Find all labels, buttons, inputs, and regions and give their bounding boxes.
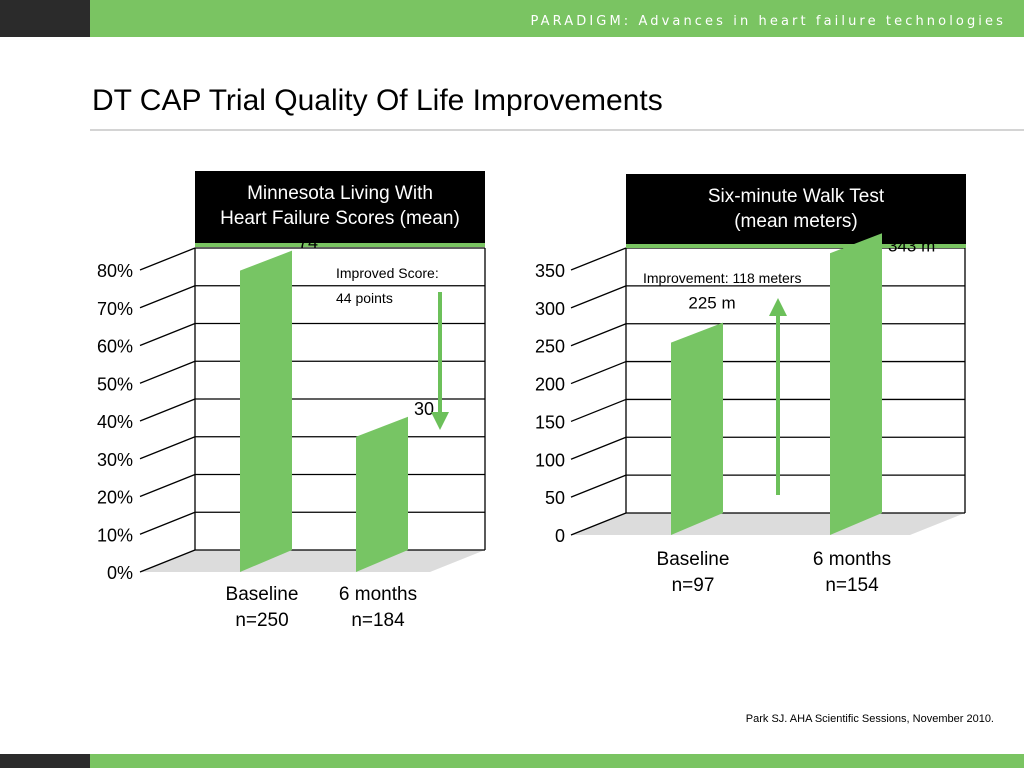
walk-grid-diagonal <box>570 436 627 460</box>
walk-grid-diagonal <box>570 247 627 271</box>
walk-tick-label: 250 <box>535 337 565 357</box>
walk-title-line: (mean meters) <box>734 211 858 232</box>
walk-annotation: Improvement: 118 meters <box>643 270 801 286</box>
mlhf-tick-label: 40% <box>97 412 133 432</box>
mlhf-annotation: 44 points <box>336 290 393 306</box>
mlhf-tick-label: 60% <box>97 337 133 357</box>
mlhf-grid-diagonal <box>139 473 196 498</box>
mlhf-value-label: 30 <box>414 399 434 419</box>
mlhf-tick-label: 50% <box>97 374 133 394</box>
mlhf-tick-label: 0% <box>107 563 133 583</box>
mlhf-tick-label: 10% <box>97 525 133 545</box>
mlhf-value-label: 74 <box>298 233 318 253</box>
mlhf-grid-diagonal <box>139 549 196 573</box>
mlhf-category-label: n=184 <box>351 610 405 631</box>
mlhf-tick-label: 80% <box>97 261 133 281</box>
walk-bar <box>671 322 723 535</box>
mlhf-grid-diagonal <box>139 436 196 460</box>
walk-arrow-head <box>769 298 787 316</box>
top-banner-dark-block <box>0 0 90 37</box>
mlhf-grid-diagonal <box>139 247 196 271</box>
bottom-banner <box>0 754 1024 768</box>
mlhf-plot: 0% 10% 20% 30% 40% 50% 60% 70% 80% Minnesota Livi… <box>97 171 486 631</box>
mlhf-annotation: Improved Score: <box>336 265 439 281</box>
walk-title-line: Six-minute Walk Test <box>708 186 885 207</box>
walk-title-underline <box>626 244 966 248</box>
mlhf-tick-label: 70% <box>97 299 133 319</box>
walk-bar <box>830 233 882 536</box>
walk-grid-diagonal <box>570 474 627 498</box>
mlhf-title-underline <box>195 243 485 247</box>
walk-tick-label: 50 <box>545 488 565 508</box>
walk-tick-label: 200 <box>535 375 565 395</box>
walk-category-label: n=97 <box>672 575 715 596</box>
citation-text: Park SJ. AHA Scientific Sessions, Novemb… <box>745 713 994 725</box>
walk-category-label: Baseline <box>657 549 730 570</box>
mlhf-floor <box>140 550 485 572</box>
mlhf-bar <box>240 250 292 572</box>
mlhf-category-label: 6 months <box>339 584 417 605</box>
walk-category-label: 6 months <box>813 549 891 570</box>
walk-grid-diagonal <box>570 285 627 309</box>
walk-grid-diagonal <box>570 360 627 385</box>
mlhf-bar <box>356 416 408 572</box>
walk-tick-label: 100 <box>535 450 565 470</box>
mlhf-category-label: n=250 <box>235 610 288 631</box>
mlhf-grid-diagonal <box>139 511 196 535</box>
walk-grid-diagonal <box>570 323 627 347</box>
brand-text: PARADIGM: Advances in heart failure tech… <box>530 14 1006 29</box>
walk-tick-label: 300 <box>535 299 565 319</box>
mlhf-grid-diagonal <box>139 285 196 309</box>
title-divider <box>90 129 1024 131</box>
mlhf-tick-label: 20% <box>97 488 133 508</box>
top-banner: PARADIGM: Advances in heart failure tech… <box>0 0 1024 37</box>
walk-category-label: n=154 <box>825 575 879 596</box>
walk-grid-diagonal <box>570 398 627 423</box>
walk-plot: 0 50 100 150 200 250 300 350 Six-minute Walk Tes… <box>535 174 966 596</box>
mlhf-title-line: Minnesota Living With <box>247 183 433 204</box>
walk-grid-diagonal <box>570 512 627 536</box>
mlhf-arrow-head <box>431 412 449 430</box>
mlhf-grid-diagonal <box>139 360 196 384</box>
walk-title-box <box>626 174 966 244</box>
walk-value-label: 343 m <box>888 236 935 255</box>
walk-floor <box>571 513 965 535</box>
mlhf-grid-diagonal <box>139 322 196 347</box>
bottom-banner-dark-block <box>0 754 90 768</box>
mlhf-title-line: Heart Failure Scores (mean) <box>220 208 460 229</box>
walk-tick-label: 0 <box>555 526 565 546</box>
mlhf-category-label: Baseline <box>226 584 299 605</box>
mlhf-title-box <box>195 171 485 243</box>
walk-value-label: 225 m <box>688 294 735 313</box>
mlhf-tick-label: 30% <box>97 450 133 470</box>
slide-title: DT CAP Trial Quality Of Life Improvement… <box>92 84 663 117</box>
walk-tick-label: 350 <box>535 261 565 281</box>
mlhf-grid-diagonal <box>139 398 196 422</box>
walk-tick-label: 150 <box>535 412 565 432</box>
